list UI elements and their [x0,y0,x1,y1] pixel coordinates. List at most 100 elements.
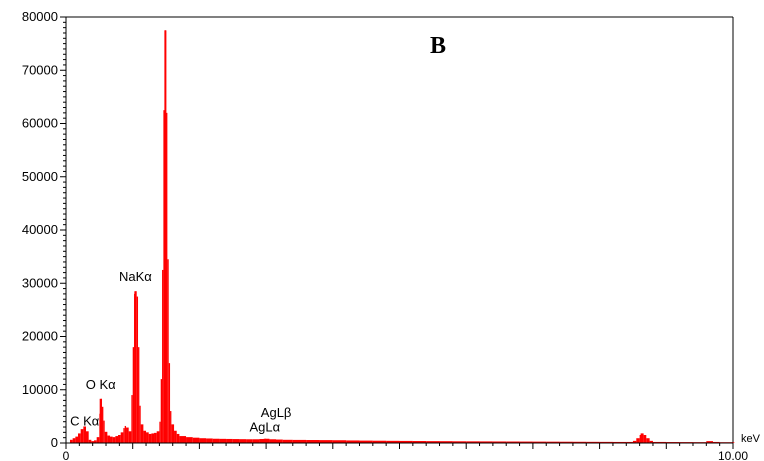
spectrum-bar [506,441,520,443]
spectrum-bar [646,438,650,443]
y-axis: 0 10000 20000 30000 40000 50000 60000 70000 8000… [22,9,67,450]
spectrum-bar [192,437,200,443]
panel-label: B [430,33,446,59]
spectrum-bar [219,438,227,443]
y-tick-label: 50000 [22,169,58,184]
x-tick-label: 0 [63,449,70,461]
spectrum-bar [632,440,637,443]
spectrum-bar [156,431,160,443]
spectrum-bar [306,440,320,443]
spectrum-bar [104,431,108,443]
spectrum-bar [174,430,177,443]
spectrum-bar [386,440,400,443]
x-unit-label: keV [741,433,761,445]
spectrum-bar [712,441,720,443]
spectrum-bar [733,442,735,443]
peak-label: C Kα [70,414,100,429]
spectrum-bar [78,433,81,443]
spectrum-bar [70,439,73,443]
spectrum-bar [146,432,149,443]
spectrum-bar [123,428,125,443]
spectrum-bar [252,439,260,443]
spectrum-bar [586,441,600,443]
spectrum-bar [160,379,163,443]
spectrum-bar [269,439,277,443]
spectrum-bar [148,433,152,443]
spectrum-bar [612,441,627,443]
spectrum-bar [168,363,171,444]
peak-label: NaKα [119,269,152,284]
spectrum-bar [206,438,213,443]
spectrum-bar [412,441,427,443]
spectrum-bar [639,435,642,443]
spectrum-bar [163,110,165,443]
spectrum-bar [452,441,467,443]
spectrum-bar [124,425,127,443]
spectrum-bar [292,439,307,443]
spectrum-bar [118,435,121,443]
spectrum-bar [359,440,373,443]
spectrum-bar [519,441,533,443]
spectrum-bar [636,438,640,443]
spectrum-bar [399,440,413,443]
spectrum-bar [559,441,573,443]
spectrum-bar [232,439,240,443]
y-tick-label: 70000 [22,62,58,77]
spectrum-bar [346,440,360,443]
peak-label: AgLβ [261,405,292,420]
spectrum-bar [128,431,132,443]
spectrum-bar [572,441,587,443]
spectrum-bar [75,436,79,443]
spectrum-bar [151,433,155,443]
spectrum-bar [264,438,270,443]
peak-label: O Kα [86,377,116,392]
spectrum-bar [138,347,140,443]
y-tick-label: 80000 [22,9,58,24]
spectrum-bar [179,436,187,443]
spectrum-bar [115,436,119,443]
spectrum-bar [372,440,387,443]
spectrum-bar [199,438,207,443]
y-tick-label: 30000 [22,275,58,290]
spectrum-bar [96,437,100,443]
spectrum-bar [546,441,560,443]
spectrum-bar [162,269,164,443]
y-tick-label: 60000 [22,116,58,131]
peak-label: AgLα [249,420,280,435]
spectrum-bar [259,439,265,443]
x-axis: 0 10.00 [63,442,748,461]
spectrum-bar [276,439,283,443]
spectrum-bar [136,296,139,443]
spectrum-bar [166,112,168,443]
spectrum-bar [171,424,175,443]
spectrum-bar [80,429,84,443]
spectrum-bar [88,439,92,443]
spectrum-bar [170,411,172,443]
spectrum-bar [319,440,333,443]
spectrum-bar [439,441,453,443]
spectrum-bar [112,437,116,443]
spectrum-bar [599,441,613,443]
spectrum-bar [110,436,113,443]
spectrum-bar [649,440,653,443]
spectrum-bar [94,440,97,443]
spectrum-bar [154,432,157,443]
y-tick-label: 0 [51,435,58,450]
spectrum-bar [103,420,105,443]
spectrum-bar [139,405,141,443]
spectrum-bar [282,439,293,443]
y-tick-label: 10000 [22,382,58,397]
spectrum-bar [176,433,180,443]
y-tick-label: 20000 [22,329,58,344]
spectrum-bar [72,438,76,443]
spectrum-bar [132,347,135,443]
spectrum-bar [159,421,161,443]
x-tick-label: 10.00 [718,449,748,461]
spectrum-bar [426,441,440,443]
spectrum-bar [107,435,111,443]
spectrum-bar [626,441,633,443]
spectrum-bar [466,441,480,443]
